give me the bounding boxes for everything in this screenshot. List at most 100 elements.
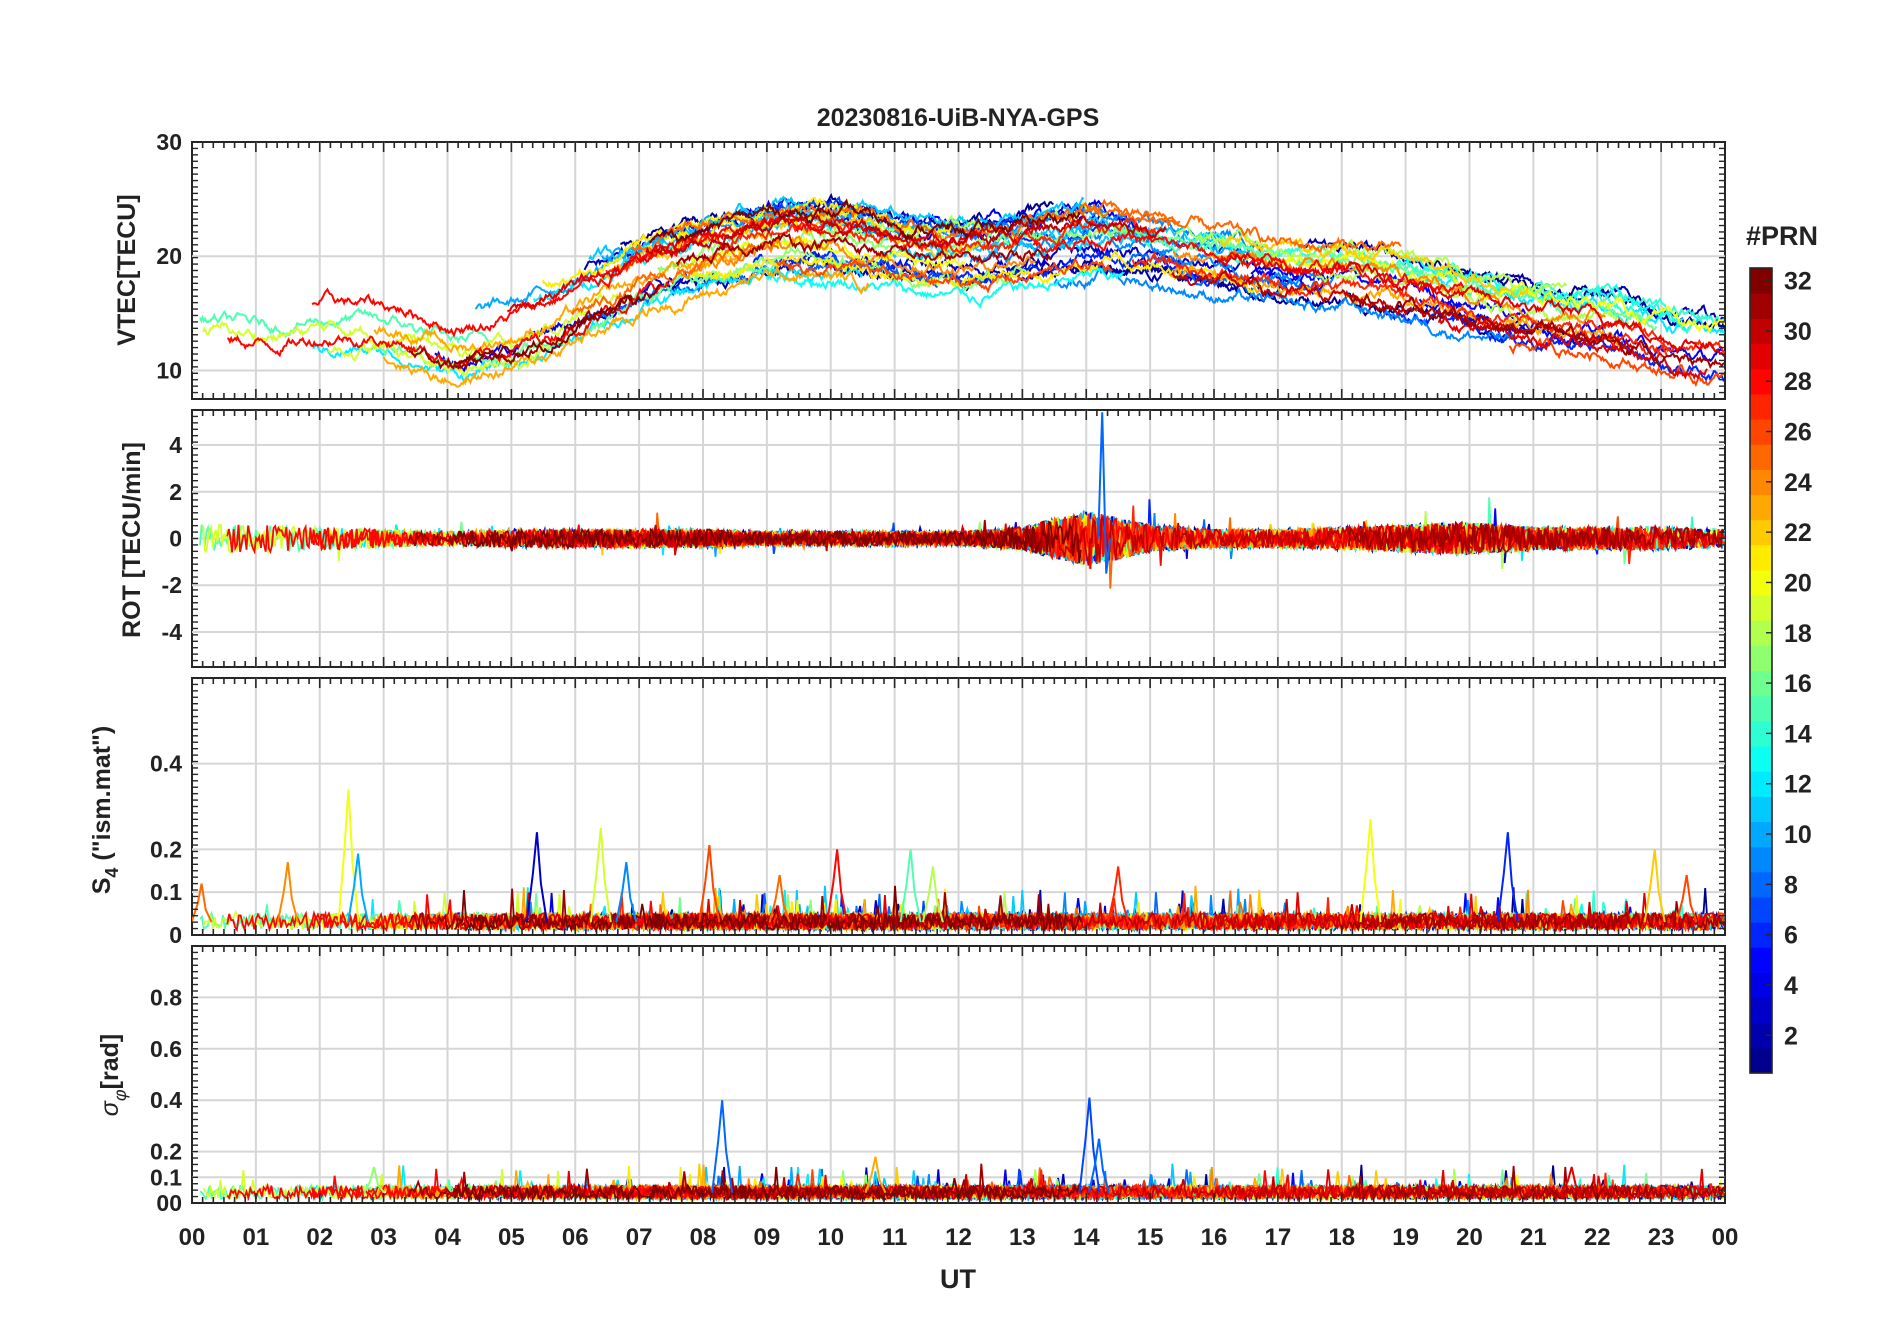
colorbar-tick-label-10: 22 [1784, 519, 1812, 547]
vtec-series-prn32 [648, 198, 1081, 244]
xtick-label-3: 03 [370, 1224, 397, 1251]
xtick-label-21: 21 [1520, 1224, 1547, 1251]
colorbar-band-12 [1750, 771, 1772, 797]
panel-s4-ylabel-rest: ("ism.mat") [88, 726, 116, 868]
panel-sigma-lines [199, 1097, 1725, 1203]
s4-peak-6 [615, 862, 638, 923]
vtec-series-prn26 [1508, 336, 1725, 388]
vtec-series-prn26 [775, 257, 1113, 294]
colorbar-band-20 [1750, 569, 1772, 596]
panel-rot: -4 -2 0 2 4 ROT [TECU/min] [118, 409, 1726, 668]
sigma-peak-0 [711, 1100, 734, 1193]
sigma-peak-4 [363, 1166, 385, 1194]
vtec-series-prn28 [227, 280, 670, 370]
panel-s4: 0 0.1 0.2 0.4 S4 ("ism.mat") [88, 677, 1726, 948]
colorbar-tick-label-5: 12 [1784, 771, 1812, 799]
colorbar-band-24 [1750, 469, 1772, 496]
s4-peak-13 [1359, 819, 1382, 923]
rot-series-prn31 [1347, 520, 1725, 554]
panel-vtec-ylabel: VTEC[TECU] [113, 194, 141, 345]
s4-peak-5 [589, 827, 612, 923]
colorbar-tick-label-8: 18 [1784, 620, 1812, 648]
panel-rot-ticks: -4 -2 0 2 4 [162, 409, 1726, 668]
colorbar-tick-label-2: 6 [1784, 922, 1798, 950]
panel-vtec-lines [199, 192, 1725, 389]
ytick-label-s4-3: 0.4 [150, 751, 182, 777]
ytick-label-rot-0: -4 [162, 619, 183, 645]
rot-series-prn32 [453, 526, 663, 552]
colorbar-title: #PRN [1746, 221, 1818, 251]
panel-s4-ticks: 0 0.1 0.2 0.4 [150, 677, 1726, 948]
ytick-label-sigma-2: 0.2 [150, 1139, 182, 1165]
xtick-label-8: 08 [690, 1224, 717, 1251]
sigma-peak-3 [864, 1156, 887, 1194]
ytick-label-vtec-2: 30 [156, 129, 182, 155]
colorbar-band-10 [1750, 821, 1772, 848]
vtec-series-prn25 [570, 240, 780, 316]
colorbar-band-23 [1750, 494, 1772, 521]
colorbar-tick-label-14: 30 [1784, 318, 1812, 346]
colorbar-tick-label-13: 28 [1784, 368, 1812, 396]
xtick-label-17: 17 [1265, 1224, 1292, 1251]
panel-vtec-ticks: 10 20 30 [156, 129, 1726, 400]
vtec-series-prn29 [1216, 251, 1725, 358]
xtick-label-5: 05 [498, 1224, 525, 1251]
vtec-series-prn9 [969, 229, 1335, 287]
s4-series-prn29 [1437, 893, 1708, 932]
x-axis-label: UT [940, 1264, 976, 1294]
s4-peak-9 [826, 849, 849, 923]
vtec-series-prn15 [199, 307, 490, 345]
colorbar-band-32 [1750, 268, 1772, 294]
xtick-label-2: 02 [306, 1224, 333, 1251]
colorbar-band-3 [1750, 997, 1772, 1024]
xtick-label-0: 00 [179, 1224, 206, 1251]
panel-sigma-ticks: 000.10.2 0.4 0.6 0.8 [150, 945, 1726, 1216]
sigma-series-prn32 [649, 1166, 1082, 1202]
vtec-series-prn9 [1053, 265, 1514, 343]
xtick-label-15: 15 [1137, 1224, 1164, 1251]
s4-peak-7 [698, 844, 721, 923]
colorbar-band-8 [1750, 871, 1772, 898]
colorbar-band-31 [1750, 293, 1772, 319]
vtec-series-prn23 [373, 246, 756, 354]
s4-series-prn31 [408, 888, 634, 932]
s4-peak-8 [768, 874, 791, 923]
colorbar-band-26 [1750, 418, 1772, 445]
colorbar-band-6 [1750, 922, 1772, 948]
colorbar-band-9 [1750, 846, 1772, 873]
colorbar-band-1 [1750, 1047, 1772, 1074]
sigma-peak-2 [1088, 1138, 1110, 1193]
colorbar-band-18 [1750, 620, 1772, 646]
ytick-label-vtec-0: 10 [156, 357, 182, 383]
xtick-label-7: 07 [626, 1224, 653, 1251]
xtick-label-6: 06 [562, 1224, 589, 1251]
sigma-series-prn28 [226, 1168, 671, 1202]
ytick-label-sigma-4: 0.6 [150, 1036, 182, 1062]
colorbar-band-25 [1750, 444, 1772, 470]
colorbar-band-19 [1750, 595, 1772, 621]
colorbar-band-30 [1750, 318, 1772, 345]
panel-vtec: 10 20 30 VTEC[TECU] [113, 129, 1726, 400]
s4-series-prn32 [648, 885, 1082, 933]
colorbar-tick-label-7: 16 [1784, 670, 1812, 698]
panel-s4-grid [192, 678, 1725, 935]
xtick-label-4: 04 [434, 1224, 461, 1251]
colorbar-tick-label-4: 10 [1784, 821, 1812, 849]
ytick-label-rot-3: 2 [169, 479, 182, 505]
s4-peak-3 [347, 853, 370, 923]
s4-series-prn32 [453, 890, 663, 933]
panel-s4-ylabel-main: S [88, 878, 116, 895]
s4-peak-0 [192, 883, 213, 923]
xtick-label-22: 22 [1584, 1224, 1611, 1251]
panel-sigma-ylabel-main: σ [96, 1100, 124, 1116]
xtick-label-18: 18 [1328, 1224, 1355, 1251]
vtec-series-prn22 [1219, 231, 1530, 299]
vtec-series-prn5 [1418, 298, 1725, 363]
colorbar-band-2 [1750, 1022, 1772, 1049]
chart-title: 20230816-UiB-NYA-GPS [817, 104, 1100, 132]
s4-peak-10 [899, 849, 922, 923]
vtec-series-prn19 [202, 292, 629, 359]
s4-peak-4 [525, 832, 548, 923]
vtec-series-prn14 [1592, 282, 1725, 324]
